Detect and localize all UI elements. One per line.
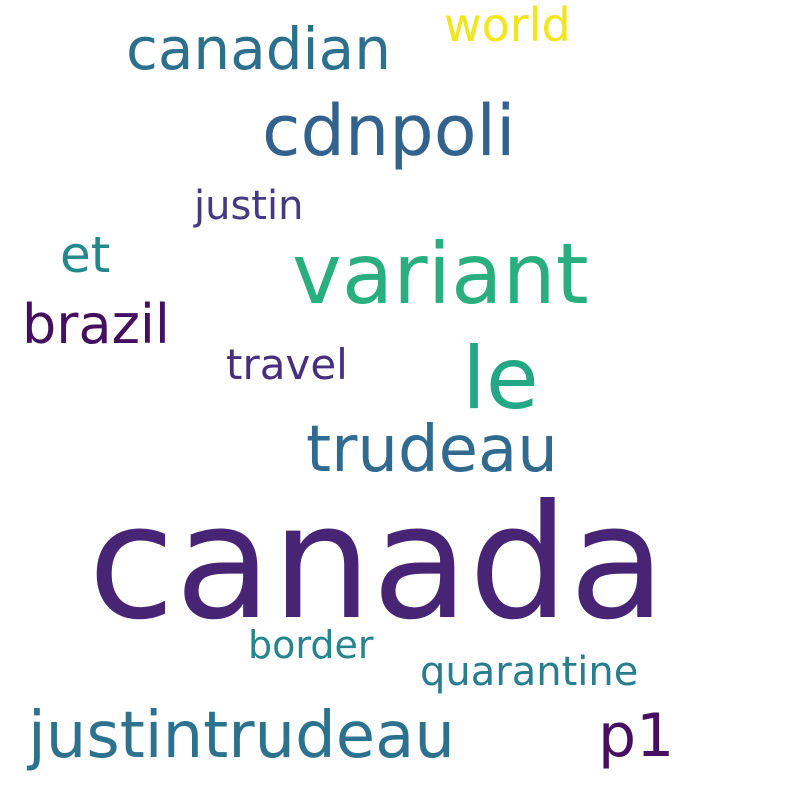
word-justintrudeau: justintrudeau — [28, 699, 455, 773]
word-brazil: brazil — [22, 293, 170, 356]
word-canada: canada — [88, 471, 666, 655]
word-justin: justin — [194, 183, 304, 229]
word-canadian: canadian — [126, 15, 391, 83]
word-world: world — [444, 0, 571, 52]
word-cdnpoli: cdnpoli — [262, 90, 516, 172]
word-le: le — [462, 329, 539, 429]
word-trudeau: trudeau — [306, 413, 558, 487]
word-et: et — [60, 226, 111, 284]
word-travel: travel — [226, 340, 348, 389]
word-border: border — [248, 623, 374, 667]
word-variant: variant — [292, 225, 589, 323]
word-p1: p1 — [598, 701, 675, 771]
word-quarantine: quarantine — [420, 649, 639, 695]
